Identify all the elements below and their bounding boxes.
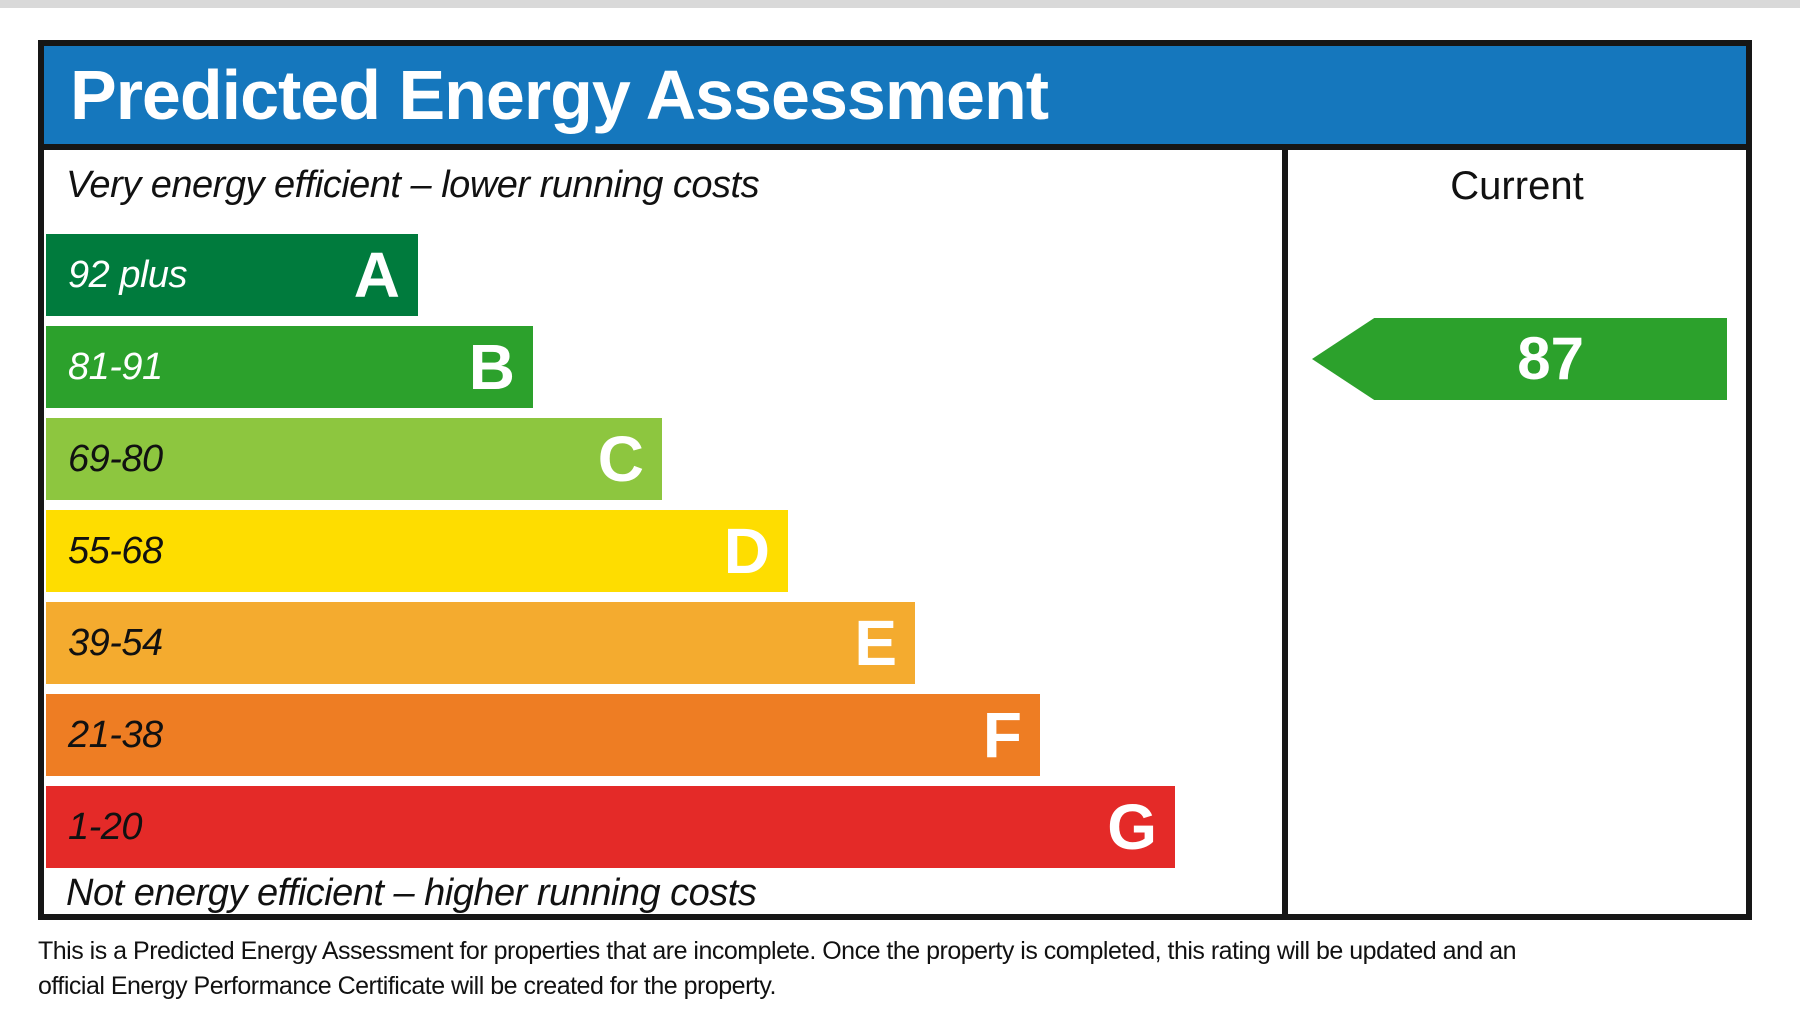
band-letter: C <box>597 423 644 495</box>
band-letter: B <box>468 331 515 403</box>
band-row-f: 21-38 F <box>46 694 1040 776</box>
assessment-body: Very energy efficient – lower running co… <box>44 150 1746 914</box>
scan-artifact-strip <box>0 0 1800 8</box>
band-range-label: 92 plus <box>68 253 188 296</box>
band-range-label: 1-20 <box>68 805 143 848</box>
current-rating-value: 87 <box>1517 325 1584 392</box>
footer-note: This is a Predicted Energy Assessment fo… <box>38 934 1517 1004</box>
current-column-header: Current <box>1450 164 1584 208</box>
band-letter: A <box>353 239 400 311</box>
current-panel: Current 87 <box>1282 150 1746 914</box>
rating-scale-panel: Very energy efficient – lower running co… <box>44 150 1282 914</box>
band-letter: D <box>723 515 770 587</box>
band-letter: E <box>854 607 897 679</box>
band-range-label: 39-54 <box>68 621 163 664</box>
caption-not-efficient: Not energy efficient – higher running co… <box>66 872 757 914</box>
page-title: Predicted Energy Assessment <box>70 56 1049 134</box>
band-row-c: 69-80 C <box>46 418 662 500</box>
footer-line-2: official Energy Performance Certificate … <box>38 972 776 1000</box>
caption-very-efficient: Very energy efficient – lower running co… <box>66 164 760 206</box>
band-letter: G <box>1107 791 1157 863</box>
footer-line-1: This is a Predicted Energy Assessment fo… <box>38 937 1517 965</box>
band-row-e: 39-54 E <box>46 602 915 684</box>
band-range-label: 81-91 <box>68 345 163 388</box>
band-row-d: 55-68 D <box>46 510 788 592</box>
header-bar: Predicted Energy Assessment <box>44 46 1746 150</box>
assessment-box: Predicted Energy Assessment Very energy … <box>38 40 1752 920</box>
band-row-g: 1-20 G <box>46 786 1175 868</box>
current-rating-arrow-icon: 87 <box>1312 318 1727 400</box>
band-range-label: 69-80 <box>68 437 163 480</box>
band-row-b: 81-91 B <box>46 326 533 408</box>
band-range-label: 55-68 <box>68 529 163 572</box>
band-row-a: 92 plus A <box>46 234 418 316</box>
band-range-label: 21-38 <box>68 713 163 756</box>
band-letter: F <box>982 699 1022 771</box>
